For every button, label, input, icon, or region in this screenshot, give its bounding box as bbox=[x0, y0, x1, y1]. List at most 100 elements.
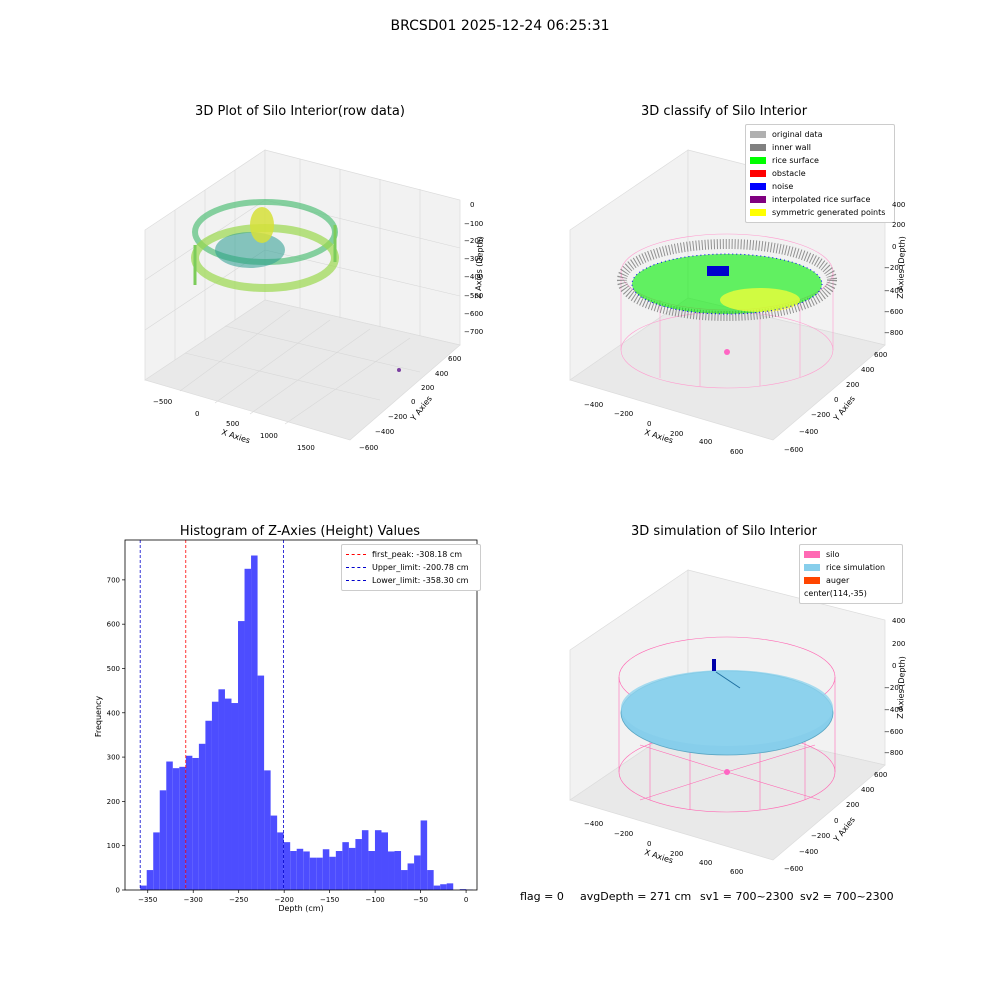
histogram-bar bbox=[192, 757, 199, 890]
legend-label: interpolated rice surface bbox=[772, 195, 871, 204]
classify-ytick: 600 bbox=[874, 351, 888, 359]
raw-xtick: 1500 bbox=[297, 444, 315, 452]
raw-ztick: −100 bbox=[464, 220, 484, 228]
simulation-ytick: 0 bbox=[834, 817, 839, 825]
histogram-bar bbox=[224, 698, 232, 890]
histogram-bar bbox=[231, 703, 239, 890]
legend-swatch bbox=[750, 209, 766, 216]
histogram-ytick-label: 600 bbox=[107, 621, 120, 629]
raw-plot-title: 3D Plot of Silo Interior(row data) bbox=[195, 104, 405, 119]
legend-item-symmetric-generated-points: symmetric generated points bbox=[750, 206, 890, 219]
histogram-bar bbox=[296, 848, 304, 890]
raw-xtick: 0 bbox=[195, 410, 200, 418]
legend-label: Lower_limit: -358.30 cm bbox=[372, 576, 469, 585]
status-sv1: sv1 = 700~2300 bbox=[700, 890, 794, 903]
legend-swatch bbox=[804, 551, 820, 558]
histogram-bar bbox=[211, 701, 219, 890]
histogram-bar bbox=[335, 851, 343, 890]
simulation-ytick: −600 bbox=[784, 865, 804, 873]
legend-line bbox=[346, 567, 366, 568]
histogram-xtick-label: 0 bbox=[464, 896, 468, 904]
histogram-bar bbox=[238, 621, 245, 890]
classify-ztick: −600 bbox=[884, 308, 904, 316]
raw-ytick: 0 bbox=[411, 398, 416, 406]
raw-ztick: −500 bbox=[464, 292, 484, 300]
legend-label: noise bbox=[772, 182, 794, 191]
legend-swatch bbox=[750, 157, 766, 164]
histogram-ytick-label: 200 bbox=[107, 798, 120, 806]
legend-item-lower-limit: Lower_limit: -358.30 cm bbox=[346, 574, 476, 587]
legend-item-noise: noise bbox=[750, 180, 890, 193]
simulation-ztick: −800 bbox=[884, 749, 904, 757]
classify-xtick: 200 bbox=[670, 430, 684, 438]
legend-item-obstacle: obstacle bbox=[750, 167, 890, 180]
simulation-ytick: −200 bbox=[811, 832, 831, 840]
histogram-bar bbox=[198, 743, 206, 890]
legend-item-first-peak: first_peak: -308.18 cm bbox=[346, 548, 476, 561]
histogram-bar bbox=[283, 842, 291, 890]
legend-label: symmetric generated points bbox=[772, 208, 886, 217]
legend-item-rice-surface: rice surface bbox=[750, 154, 890, 167]
histogram-xlabel: Depth (cm) bbox=[278, 904, 324, 913]
simulation-xtick: −200 bbox=[614, 830, 634, 838]
classify-ztick: −800 bbox=[884, 329, 904, 337]
histogram-bar bbox=[446, 883, 454, 890]
raw-xtick: −500 bbox=[153, 398, 173, 406]
classify-plot-title: 3D classify of Silo Interior bbox=[640, 104, 808, 119]
histogram-xtick-label: −100 bbox=[366, 896, 385, 904]
simulation-xtick: 200 bbox=[670, 850, 684, 858]
simulation-xtick: 0 bbox=[647, 840, 652, 848]
histogram-bar bbox=[264, 770, 271, 890]
histogram-ylabel: Frequency bbox=[94, 695, 104, 738]
legend-item-auger: auger bbox=[804, 574, 898, 587]
classify-xtick: −400 bbox=[584, 401, 604, 409]
legend-item-silo: silo bbox=[804, 548, 898, 561]
raw-ytick: 600 bbox=[448, 355, 462, 363]
histogram-bar bbox=[322, 849, 330, 890]
legend-label: auger bbox=[826, 576, 850, 585]
classify-ztick: 200 bbox=[892, 221, 906, 229]
histogram-xtick-label: −150 bbox=[320, 896, 339, 904]
histogram-bar bbox=[185, 755, 193, 890]
histogram-bar bbox=[277, 832, 284, 890]
raw-ytick: 400 bbox=[435, 370, 449, 378]
histogram-y-ticks: 0 100 200 300 400 500 600 700 bbox=[107, 576, 125, 895]
legend-item-inner-wall: inner wall bbox=[750, 141, 890, 154]
histogram-bar bbox=[153, 832, 160, 890]
histogram-bar bbox=[303, 851, 310, 890]
histogram-reference-lines bbox=[139, 540, 284, 890]
legend-swatch bbox=[804, 564, 820, 571]
simulation-legend: silo rice simulation auger center(114,-3… bbox=[799, 544, 903, 604]
histogram-ytick-label: 700 bbox=[107, 576, 120, 584]
histogram-bar bbox=[440, 884, 447, 890]
legend-swatch bbox=[750, 144, 766, 151]
raw-ytick: −600 bbox=[359, 444, 379, 452]
histogram-xtick-label: −350 bbox=[138, 896, 157, 904]
histogram-bar bbox=[394, 851, 402, 890]
histogram-bar bbox=[179, 766, 186, 890]
histogram-bar bbox=[251, 555, 258, 890]
classify-xtick: 600 bbox=[730, 448, 744, 456]
histogram-bar bbox=[433, 885, 441, 890]
histogram-bar bbox=[140, 885, 147, 890]
legend-item-original-data: original data bbox=[750, 128, 890, 141]
histogram-ytick-label: 400 bbox=[107, 709, 120, 717]
simulation-xtick: −400 bbox=[584, 820, 604, 828]
status-sv2: sv2 = 700~2300 bbox=[800, 890, 894, 903]
histogram-bar bbox=[159, 790, 167, 890]
histogram-bar bbox=[427, 870, 434, 890]
simulation-ztick: −200 bbox=[884, 684, 904, 692]
histogram-bar bbox=[459, 889, 467, 890]
classify-ztick: −200 bbox=[884, 264, 904, 272]
legend-swatch bbox=[804, 577, 820, 584]
classify-ztick: 400 bbox=[892, 201, 906, 209]
legend-item-rice-simulation: rice simulation bbox=[804, 561, 898, 574]
histogram-bar bbox=[257, 675, 265, 890]
classify-ytick: 400 bbox=[861, 366, 875, 374]
classify-ytick: −600 bbox=[784, 446, 804, 454]
histogram-bar bbox=[218, 689, 225, 890]
histogram-bar bbox=[342, 842, 349, 890]
histogram-bars bbox=[140, 555, 473, 890]
histogram-title: Histogram of Z-Axies (Height) Values bbox=[179, 524, 421, 539]
